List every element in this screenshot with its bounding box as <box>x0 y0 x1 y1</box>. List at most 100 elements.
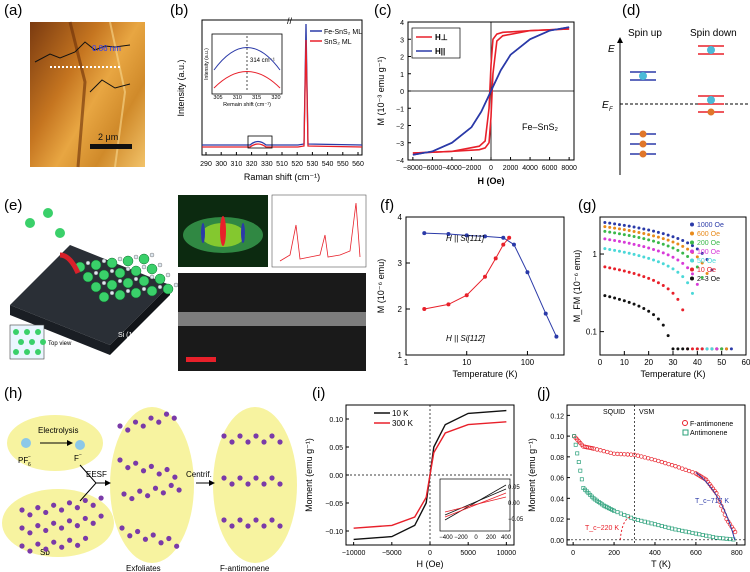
hyst-xlabel: H (Oe) <box>478 176 505 186</box>
j-ytick-label: 0.00 <box>550 538 564 545</box>
raman-inset-ylabel: Intensity (a.u.) <box>204 48 210 80</box>
f-point-112 <box>422 307 427 311</box>
g-point <box>627 241 631 245</box>
g-point <box>705 272 709 276</box>
spin-up-electron <box>639 72 647 80</box>
j-annot-squid: SQUID <box>603 409 625 416</box>
panel-label-e: (e) <box>4 197 23 214</box>
i-xlabel: H (Oe) <box>417 559 444 569</box>
g-point <box>656 317 660 321</box>
j-point-f-antimonene <box>715 495 721 500</box>
sb-atom <box>148 463 154 469</box>
i-inset-xtick-label: 200 <box>486 535 497 541</box>
g-point <box>647 309 651 313</box>
sb-atom <box>119 525 125 531</box>
f-antimonene-oval <box>213 407 297 563</box>
sb-atom <box>261 439 267 445</box>
panel-b: (b) Intensity (a.u.) 290 300 310 320 330 510 5… <box>170 0 370 190</box>
raman-xtick-label: 510 <box>276 161 288 168</box>
sb-atom <box>98 513 104 519</box>
g-point <box>613 267 617 271</box>
afm-overlay <box>34 21 132 168</box>
top-view-atom <box>35 349 41 355</box>
sb-label: Sb <box>40 548 50 557</box>
j-point-antimonene <box>697 532 702 537</box>
j-point-f-antimonene <box>717 499 722 504</box>
g-point <box>695 255 699 259</box>
adatom <box>114 267 126 279</box>
panel-f: (f) 1 10 100 4 3 2 1 Temperature (K) M (10⁻⁶ e… <box>372 195 570 380</box>
j-point-antimonene <box>683 529 688 534</box>
substrate-atom <box>125 288 131 294</box>
g-point <box>613 248 617 252</box>
g-legend-label: 10 Oe <box>697 267 716 274</box>
g-point <box>681 239 685 243</box>
g-point <box>686 255 690 259</box>
substrate-atom <box>101 258 107 264</box>
g-point <box>642 231 646 235</box>
sb-atom <box>98 495 104 501</box>
g-point <box>676 347 680 351</box>
sb-atom <box>133 460 139 466</box>
j-ytick-label: 0.02 <box>550 517 564 524</box>
j-point-f-antimonene <box>598 448 603 453</box>
g-xtick-label: 60 <box>742 358 750 367</box>
hyst-xtick-label: 0 <box>489 165 493 172</box>
hyst-ylabel: M (10⁻³ emu g⁻¹) <box>376 56 386 125</box>
g-point <box>661 262 665 266</box>
j-point-antimonene <box>700 533 705 537</box>
j-point-antimonene <box>642 519 647 524</box>
sb-atom <box>117 457 123 463</box>
g-point <box>652 239 656 243</box>
g-point <box>608 221 612 225</box>
g-ytick-label: 1 <box>593 250 598 259</box>
g-legend-marker <box>690 249 694 254</box>
sb-atom <box>135 528 141 535</box>
j-point-antimonene <box>693 531 698 536</box>
sb-atom <box>43 509 49 516</box>
adatom <box>138 253 150 265</box>
panel-label-f: (f) <box>380 197 395 214</box>
sb-atom <box>160 490 166 496</box>
top-view-atom <box>24 349 30 355</box>
pf6-subscript: 6 <box>28 462 31 468</box>
sb-atom <box>168 482 174 489</box>
g-point <box>661 323 665 327</box>
j-point-f-antimonene <box>666 461 671 467</box>
g-point <box>617 239 621 243</box>
j-point-f-antimonene <box>656 458 661 464</box>
g-point <box>676 258 680 262</box>
g-point <box>617 268 621 272</box>
i-xtick-label: 10000 <box>497 550 517 557</box>
substrate-atom <box>141 264 147 270</box>
g-point <box>705 258 709 262</box>
g-point <box>637 236 641 240</box>
panel-j: (j) 0 200 400 600 800 0.12 0.10 0.08 0.06 0.04 0.0… <box>525 385 750 572</box>
j-point-f-antimonene <box>625 452 630 457</box>
sb-atom <box>59 544 65 550</box>
g-point <box>686 247 690 251</box>
g-point <box>656 241 660 245</box>
g-point <box>671 240 675 244</box>
adatom <box>106 279 118 291</box>
g-point <box>676 297 680 301</box>
g-point <box>627 251 631 255</box>
j-point-antimonene <box>728 537 732 542</box>
adatom <box>98 291 110 303</box>
panel-a: (a) 0.86 nm 2 μm <box>0 0 150 180</box>
g-ytick-label: 0.1 <box>586 328 598 337</box>
g-point <box>637 304 641 308</box>
g-point <box>627 229 631 233</box>
j-point-antimonene <box>573 442 578 447</box>
hyst-series-perp <box>412 28 570 154</box>
energy-label: E <box>608 44 615 55</box>
raman-chart: Intensity (a.u.) 290 300 310 320 330 510 520 53… <box>176 16 364 182</box>
g-point <box>642 275 646 279</box>
j-xtick-label: 0 <box>571 550 575 557</box>
g-point <box>652 313 656 317</box>
g-point <box>652 229 656 233</box>
i-xtick-label: −5000 <box>382 550 402 557</box>
g-point <box>686 241 690 245</box>
j-xtick-label: 400 <box>649 550 661 557</box>
panel-e: (e) Si (111) Top view <box>0 194 370 375</box>
